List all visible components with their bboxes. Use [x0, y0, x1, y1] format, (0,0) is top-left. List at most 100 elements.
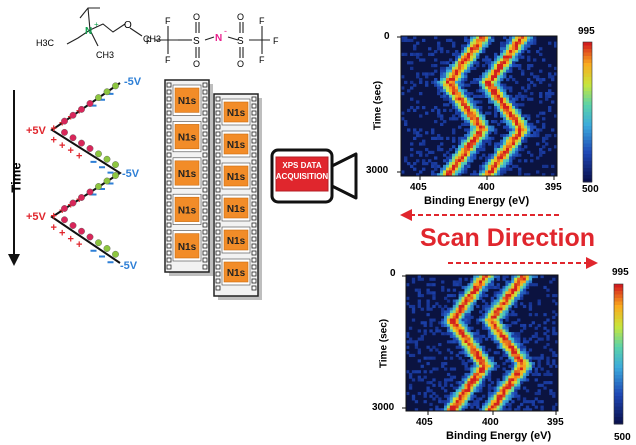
heatmap-cell: [461, 304, 465, 309]
heatmap-cell: [528, 367, 533, 371]
heatmap-cell: [530, 36, 534, 40]
n1s-frame: [174, 233, 200, 259]
heatmap-cell: [476, 52, 480, 56]
heatmap-cell: [509, 97, 513, 101]
heatmap-cell: [476, 277, 480, 281]
heatmap-cell: [479, 348, 483, 352]
heatmap-cell: [554, 114, 558, 118]
heatmap-cell: [428, 159, 432, 163]
heatmap-cell: [458, 337, 462, 341]
heatmap-cell: [419, 170, 423, 174]
heatmap-cell: [496, 277, 500, 281]
heatmap-cell: [488, 125, 492, 129]
heatmap-cell: [505, 318, 509, 322]
heatmap-cell: [473, 381, 477, 385]
heatmap-cell: [508, 402, 512, 406]
heatmap-cell: [416, 134, 420, 138]
heatmap-cell: [440, 83, 444, 87]
colorbar-segment: [614, 308, 623, 313]
heatmap-cell: [539, 78, 543, 82]
heatmap-cell: [473, 156, 477, 160]
heatmap-cell: [464, 159, 468, 163]
heatmap-cell: [437, 114, 441, 118]
heatmap-cell: [488, 162, 492, 166]
heatmap-cell: [508, 296, 512, 300]
heatmap-cell: [536, 156, 540, 160]
heatmap-cell: [449, 340, 454, 344]
heatmap-cell: [464, 299, 468, 303]
heatmap-cell: [429, 408, 433, 412]
ion-ball: [61, 216, 68, 224]
heatmap-cell: [543, 321, 547, 325]
heatmap-cell: [482, 345, 486, 349]
heatmap-cell: [533, 36, 537, 40]
heatmap-cell: [410, 97, 414, 101]
heatmap-cell: [479, 367, 483, 371]
heatmap-cell: [440, 47, 444, 51]
heatmap-cell: [509, 94, 513, 98]
heatmap-cell: [440, 50, 444, 54]
heatmap-cell: [461, 47, 465, 51]
n1s-label: N1s: [227, 268, 246, 279]
heatmap-cell: [467, 162, 471, 166]
heatmap-cell: [502, 386, 506, 390]
heatmap-cell: [464, 362, 468, 366]
heatmap-cell: [527, 50, 531, 54]
heatmap-cell: [521, 55, 525, 59]
heatmap-cell: [493, 386, 498, 390]
heatmap-cell: [520, 375, 524, 379]
heatmap-cell: [512, 120, 516, 124]
heatmap-cell: [488, 83, 492, 87]
heatmap-cell: [518, 44, 522, 48]
ion-ball: [86, 233, 94, 241]
heatmap-cell: [500, 145, 504, 149]
heatmap-cell: [511, 345, 515, 349]
heatmap-cell: [467, 97, 471, 101]
heatmap-cell: [446, 97, 450, 101]
heatmap-cell: [482, 142, 486, 146]
heatmap-cell: [449, 394, 454, 398]
heatmap-cell: [479, 36, 483, 40]
heatmap-cell: [551, 128, 555, 132]
heatmap-cell: [455, 321, 460, 325]
heatmap-cell: [410, 52, 414, 56]
heatmap-cell: [473, 108, 477, 112]
heatmap-cell: [506, 64, 510, 68]
colorbar-segment: [614, 284, 623, 288]
heatmap-cell: [494, 111, 498, 115]
heatmap-cell: [473, 120, 477, 124]
heatmap-cell: [493, 275, 498, 279]
heatmap-cell: [458, 394, 462, 398]
heatmap-cell: [530, 159, 534, 163]
heatmap-cell: [497, 64, 501, 68]
heatmap-cell: [496, 400, 500, 404]
heatmap-cell: [509, 108, 513, 112]
heatmap-cell: [505, 351, 509, 355]
heatmap-cell: [493, 313, 498, 317]
heatmap-cell: [479, 134, 483, 138]
heatmap-cell: [479, 362, 483, 366]
colorbar-segment: [583, 129, 592, 134]
heatmap-cell: [417, 291, 422, 295]
heatmap-cell: [491, 69, 495, 73]
heatmap-cell: [455, 117, 459, 121]
heatmap-cell: [506, 111, 510, 115]
heatmap-cell: [506, 61, 510, 65]
heatmap-cell: [470, 50, 474, 54]
heatmap-cell: [449, 100, 453, 104]
heatmap-cell: [482, 153, 486, 157]
heatmap-cell: [494, 120, 498, 124]
heatmap-cell: [461, 100, 465, 104]
heatmap-cell: [446, 78, 450, 82]
heatmap-cell: [506, 114, 510, 118]
heatmap-cell: [476, 125, 480, 129]
heatmap-cell: [449, 307, 454, 311]
heatmap-cell: [417, 378, 422, 382]
heatmap-cell: [437, 83, 441, 87]
heatmap-cell: [431, 131, 435, 135]
heatmap-cell: [494, 162, 498, 166]
heatmap-cell: [484, 318, 489, 322]
heatmap-cell: [534, 397, 538, 401]
heatmap-cell: [482, 362, 486, 366]
heatmap-cell: [422, 167, 426, 171]
